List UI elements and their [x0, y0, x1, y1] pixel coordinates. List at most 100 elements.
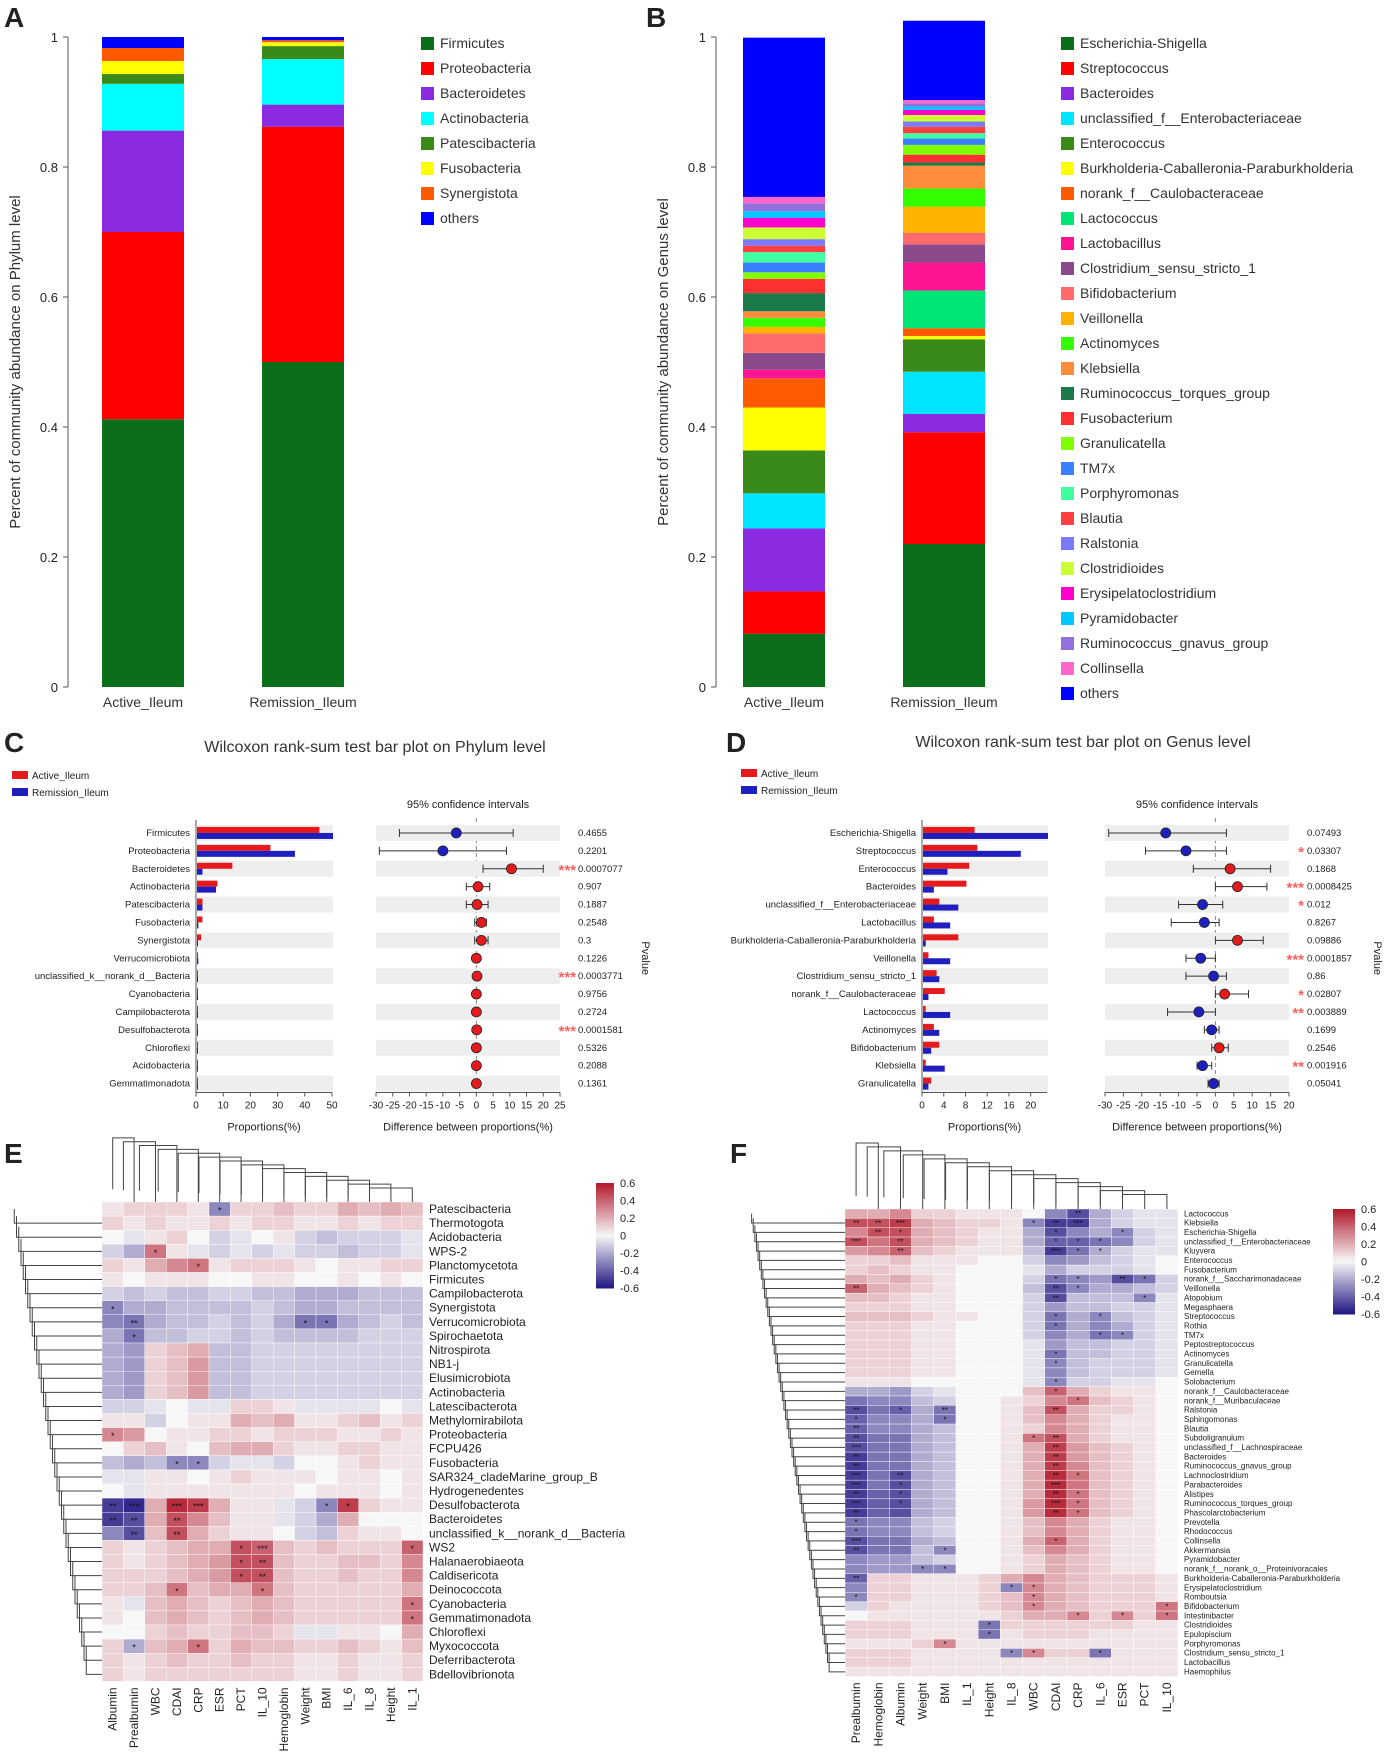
heatmap-cell — [315, 1427, 338, 1442]
heatmap-cell — [955, 1414, 979, 1425]
heatmap-cell — [230, 1385, 252, 1400]
heatmap-cell — [933, 1236, 957, 1247]
heatmap-cell — [911, 1264, 934, 1275]
dendrogram-branch — [866, 1146, 901, 1209]
heatmap-row-label: unclassified_k__norank_d__Bacteria — [429, 1526, 625, 1540]
heatmap-cell — [208, 1526, 231, 1541]
bar-active — [923, 826, 975, 833]
heatmap-cell — [315, 1356, 338, 1372]
heatmap-cell — [1000, 1330, 1023, 1341]
colorbar-segment — [596, 1280, 614, 1284]
bar-segment-norank-f-caulobacteraceae — [903, 328, 985, 336]
significance-stars: * — [1077, 1275, 1080, 1284]
heatmap-cell — [187, 1652, 210, 1668]
heatmap-cell — [1111, 1517, 1134, 1528]
heatmap-cell — [1088, 1629, 1112, 1640]
heatmap-cell — [1022, 1554, 1045, 1565]
heatmap-cell — [401, 1342, 424, 1358]
heatmap-cell — [294, 1610, 317, 1626]
significance-stars: * — [1010, 1584, 1013, 1593]
heatmap-cell — [1111, 1236, 1134, 1247]
heatmap-cell — [1000, 1479, 1023, 1490]
heatmap-cell — [1088, 1451, 1112, 1462]
heatmap-row-label: Methylomirabilota — [429, 1413, 523, 1427]
bar-segment-clostridioides — [743, 227, 825, 240]
significance-stars: * — [1010, 1649, 1013, 1658]
heatmap-cell — [1111, 1255, 1134, 1266]
significance-stars: * — [855, 1528, 858, 1537]
significance-stars: ** — [1053, 1406, 1059, 1415]
bar-active — [197, 862, 233, 869]
heatmap-cell — [933, 1283, 957, 1294]
heatmap-cell — [955, 1648, 979, 1658]
heatmap-cell — [1155, 1666, 1179, 1677]
legend-label: Ralstonia — [1080, 535, 1139, 551]
heatmap-cell — [911, 1648, 934, 1658]
heatmap-cell — [933, 1395, 957, 1406]
row-label: Fusobacteria — [135, 917, 191, 928]
heatmap-cell — [1155, 1545, 1179, 1556]
right-x-tick-label: -5 — [455, 1101, 464, 1112]
heatmap-cell — [1066, 1601, 1090, 1612]
heatmap-cell — [337, 1356, 359, 1372]
heatmap-row-label: Desulfobacterota — [429, 1498, 520, 1512]
heatmap-cell — [380, 1610, 402, 1626]
right-x-tick-label: -20 — [402, 1101, 417, 1112]
bar-segment-unclassified-f-enterobacteriaceae — [743, 493, 825, 529]
bar-remission — [197, 832, 333, 839]
bar-remission — [923, 868, 948, 875]
heatmap-cell — [380, 1441, 402, 1456]
heatmap-cell — [1022, 1377, 1045, 1387]
heatmap-cell — [867, 1657, 890, 1668]
heatmap-cell — [1000, 1573, 1023, 1584]
heatmap-cell — [911, 1479, 934, 1490]
heatmap-col-label: Height — [982, 1682, 996, 1717]
heatmap-cell — [911, 1461, 934, 1471]
heatmap-cell — [208, 1610, 231, 1626]
heatmap-cell — [844, 1582, 868, 1593]
heatmap-cell — [294, 1427, 317, 1442]
bar-segment-klebsiella — [903, 165, 985, 189]
heatmap-cell — [1155, 1255, 1179, 1266]
heatmap-cell — [101, 1258, 124, 1273]
bar-segment-others — [262, 37, 344, 41]
heatmap-cell — [101, 1356, 124, 1372]
heatmap-cell — [315, 1596, 338, 1612]
heatmap-cell — [1088, 1536, 1112, 1546]
heatmap-row-label: Rothia — [1184, 1321, 1208, 1330]
legend-swatch — [1061, 87, 1074, 100]
heatmap-cell — [978, 1592, 1001, 1602]
diff-point — [450, 827, 462, 839]
significance-stars: ** — [131, 1318, 139, 1328]
colorbar-segment — [1333, 1224, 1355, 1228]
significance-stars: * — [1121, 1331, 1124, 1340]
legend-swatch — [1061, 112, 1074, 125]
heatmap-cell — [867, 1451, 890, 1462]
heatmap-cell — [1066, 1545, 1090, 1556]
right-x-tick-label: -10 — [436, 1101, 451, 1112]
heatmap-cell — [251, 1610, 274, 1626]
dendrogram-branch — [49, 1420, 102, 1450]
chart-title: Wilcoxon rank-sum test bar plot on Genus… — [915, 734, 1250, 751]
heatmap-cell — [1133, 1339, 1156, 1350]
left-x-tick-label: 50 — [326, 1101, 338, 1112]
heatmap-cell — [230, 1526, 252, 1541]
heatmap-cell — [844, 1274, 868, 1284]
legend-label: Burkholderia-Caballeronia-Paraburkholder… — [1080, 160, 1353, 176]
diff-point — [471, 970, 483, 982]
heatmap-cell — [867, 1405, 890, 1415]
diff-point — [1197, 899, 1208, 910]
significance-stars: * — [921, 1565, 924, 1574]
heatmap-row-label: Firmicutes — [429, 1272, 484, 1286]
heatmap-row-label: Ralstonia — [1184, 1406, 1218, 1415]
dendrogram-branch — [791, 1438, 845, 1458]
heatmap-cell — [978, 1246, 1001, 1256]
significance-stars: *** — [851, 1537, 860, 1546]
heatmap-cell — [1155, 1227, 1179, 1238]
colorbar-segment — [596, 1217, 614, 1221]
y-tick-label: 0.4 — [40, 420, 58, 435]
colorbar-tick-label: -0.4 — [620, 1266, 639, 1278]
heatmap-cell — [273, 1582, 295, 1597]
legend-label: Bifidobacterium — [1080, 285, 1177, 301]
heatmap-cell — [1111, 1582, 1134, 1593]
